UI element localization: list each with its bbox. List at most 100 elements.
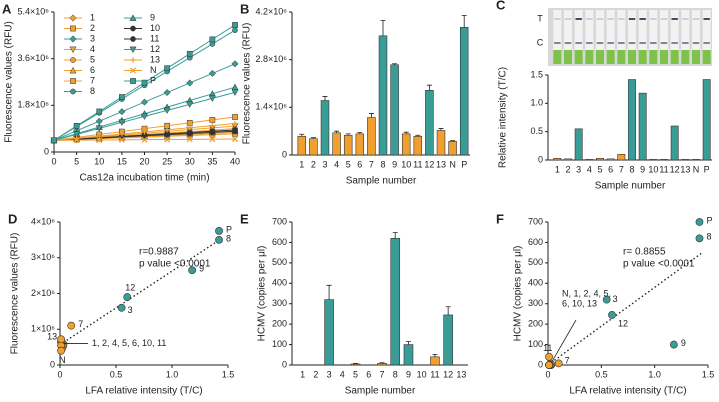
strip-line <box>660 42 668 44</box>
strip-line <box>596 42 604 44</box>
x-tick-label: 3 <box>576 164 581 174</box>
strip-pad <box>638 50 647 64</box>
y-tick-label: 3.6×10⁶ <box>18 53 50 63</box>
legend-label: 6 <box>90 65 95 75</box>
strip-pad <box>585 50 594 64</box>
bar <box>553 158 562 161</box>
marker <box>96 133 102 139</box>
strip-line <box>703 18 710 20</box>
x-tick-label: 12 <box>424 159 434 169</box>
strip <box>553 10 562 64</box>
panel-letter: E <box>240 211 249 226</box>
strip-line <box>671 18 678 20</box>
error-bar <box>345 133 351 136</box>
x-tick-label: 8 <box>380 159 385 169</box>
bar <box>692 159 700 161</box>
marker <box>164 131 170 138</box>
x-tick-label: 1 <box>555 164 560 174</box>
x-tick-label: 35 <box>207 156 217 166</box>
marker <box>141 129 148 135</box>
marker <box>231 135 239 143</box>
y-axis-label: Fluorescence values (RFU) <box>4 21 15 143</box>
point <box>117 303 126 312</box>
marker <box>186 79 194 87</box>
x-tick-label: 0 <box>57 369 62 379</box>
x-tick-label: 6 <box>357 159 362 169</box>
bar <box>649 159 658 161</box>
legend-label: 8 <box>90 86 95 96</box>
y-axis-label: HCMV (copies per μl) <box>257 246 268 342</box>
marker <box>186 101 194 108</box>
x-tick-label: 7 <box>369 159 374 169</box>
x-tick-label: 13 <box>456 369 466 379</box>
y-tick-label: 0 <box>282 359 287 369</box>
marker <box>209 122 215 129</box>
stat-label: r= 0.8855 <box>623 247 666 258</box>
marker <box>231 89 239 96</box>
error-bar <box>357 132 363 134</box>
marker <box>70 88 76 95</box>
point-label: 9 <box>681 338 686 348</box>
point <box>57 335 66 344</box>
x-tick-label: N <box>449 159 456 169</box>
y-tick-label: 1.4×10⁶ <box>256 102 288 112</box>
bar <box>320 100 330 156</box>
x-tick-label: 13 <box>680 164 690 174</box>
stat-label: p value <0.0001 <box>623 259 695 270</box>
x-tick-label: 12 <box>670 164 680 174</box>
legend-label: 3 <box>90 33 95 43</box>
marker <box>232 114 238 120</box>
x-tick-label: 40 <box>230 156 240 166</box>
strip-line <box>650 42 657 44</box>
x-tick-label: 11 <box>659 164 668 174</box>
legend-label: 5 <box>90 54 95 64</box>
x-tick-label: 0 <box>51 156 56 166</box>
x-tick-label: 10 <box>417 369 427 379</box>
strip <box>649 10 658 64</box>
marker <box>163 88 171 97</box>
y-tick-label: 3×10⁶ <box>31 252 55 262</box>
bar <box>702 79 711 161</box>
point <box>554 359 563 368</box>
strip-pad <box>606 50 615 64</box>
bar <box>436 130 446 156</box>
x-tick-label: 6 <box>608 164 613 174</box>
point-label: 13 <box>47 332 57 342</box>
marker <box>232 27 238 33</box>
strip-label: T <box>537 13 543 23</box>
y-tick-label: 4×10⁶ <box>31 216 55 226</box>
marker <box>69 35 77 43</box>
y-tick-label: 1.8×10⁶ <box>18 100 50 110</box>
error-bar <box>392 63 398 65</box>
bar <box>324 299 334 366</box>
x-tick-label: 7 <box>379 369 384 379</box>
x-tick-label: 15 <box>117 156 127 166</box>
error-bar <box>334 130 340 133</box>
x-tick-label: 11 <box>413 159 422 169</box>
strip <box>617 10 626 64</box>
x-tick-label: 4 <box>587 164 592 174</box>
point-label: 12 <box>618 318 628 328</box>
x-tick-label: 5 <box>597 164 602 174</box>
y-tick-label: 0 <box>538 359 543 369</box>
strip <box>702 10 711 64</box>
point <box>545 361 553 369</box>
point <box>695 234 704 243</box>
strip-line <box>607 18 614 20</box>
error-bar <box>380 20 386 36</box>
marker <box>73 123 80 129</box>
marker <box>140 113 149 120</box>
marker <box>187 125 193 131</box>
point <box>695 218 704 226</box>
marker <box>69 46 77 54</box>
x-tick-label: P <box>704 164 710 174</box>
group-label: 1, 2, 4, 5, 6, 10, 11 <box>92 338 166 348</box>
bar <box>596 158 604 161</box>
point <box>545 352 553 361</box>
error-bar <box>405 341 411 345</box>
y-tick-label: 600 <box>528 237 543 247</box>
strip-line <box>682 42 689 44</box>
strip-line <box>586 18 593 20</box>
bar <box>628 79 636 161</box>
x-tick-label: 0 <box>545 369 550 379</box>
